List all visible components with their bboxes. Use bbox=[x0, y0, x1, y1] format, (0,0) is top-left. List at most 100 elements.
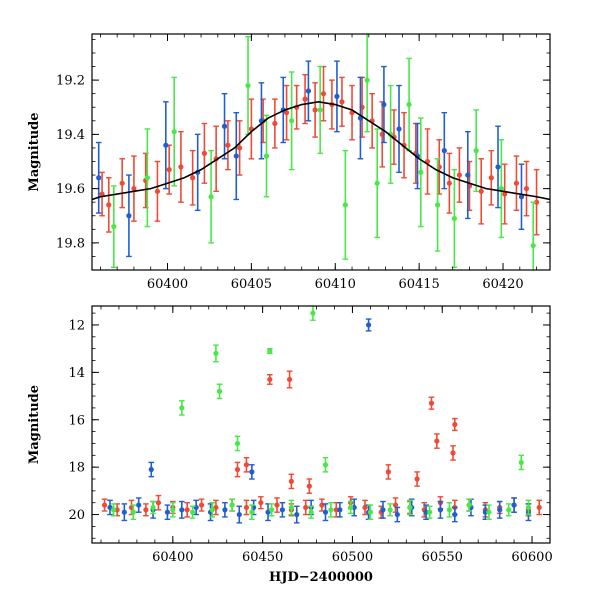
data-point-blue bbox=[423, 504, 429, 520]
data-point-green bbox=[505, 503, 512, 517]
data-point-blue bbox=[126, 174, 132, 258]
data-point-red bbox=[198, 498, 205, 512]
data-point-blue bbox=[452, 506, 458, 523]
data-point-green bbox=[473, 109, 479, 193]
data-point-green bbox=[347, 500, 354, 515]
data-point-green bbox=[530, 201, 537, 270]
data-point-green bbox=[434, 158, 441, 252]
data-point-red bbox=[302, 73, 308, 125]
data-point-green bbox=[110, 503, 117, 517]
data-point-blue bbox=[357, 76, 364, 160]
data-point-red bbox=[339, 76, 345, 127]
data-point-green bbox=[446, 502, 453, 518]
data-point-red bbox=[243, 456, 250, 473]
data-point-green bbox=[213, 344, 219, 363]
data-point-red bbox=[320, 65, 327, 122]
y-tick-label: 12 bbox=[68, 318, 85, 333]
data-point-green bbox=[342, 149, 349, 260]
data-point-blue bbox=[221, 92, 228, 160]
data-point-green bbox=[234, 435, 241, 452]
data-point-red bbox=[154, 160, 161, 222]
bottom-axis-ticks: 60400 60450 60500 60550 60600 12 14 16 18 20 bbox=[68, 306, 553, 565]
x-tick-label: 60450 bbox=[242, 550, 283, 565]
data-point-red bbox=[414, 471, 420, 487]
data-point-blue bbox=[351, 498, 358, 517]
y-tick-label: 18 bbox=[68, 461, 85, 476]
data-point-red bbox=[131, 155, 137, 222]
data-point-green bbox=[407, 499, 413, 516]
data-point-blue bbox=[322, 503, 329, 522]
data-point-red bbox=[536, 499, 543, 516]
data-point-green bbox=[328, 502, 334, 518]
data-point-green bbox=[171, 76, 178, 187]
top-data-points bbox=[95, 34, 540, 270]
data-point-green bbox=[111, 185, 117, 268]
data-point-green bbox=[374, 128, 381, 239]
data-point-blue bbox=[265, 503, 271, 522]
data-point-red bbox=[302, 499, 309, 516]
data-point-red bbox=[424, 128, 431, 195]
data-point-blue bbox=[233, 111, 240, 201]
data-point-blue bbox=[148, 461, 155, 478]
data-point-green bbox=[486, 504, 492, 520]
data-point-blue bbox=[164, 504, 171, 520]
x-tick-label: 60400 bbox=[147, 277, 188, 292]
data-point-green bbox=[317, 65, 323, 155]
data-point-blue bbox=[396, 84, 402, 174]
data-point-green bbox=[310, 306, 316, 321]
data-point-blue bbox=[337, 502, 343, 518]
data-point-green bbox=[525, 499, 532, 516]
x-tick-label: 60550 bbox=[422, 550, 463, 565]
data-point-red bbox=[286, 370, 293, 389]
data-point-blue bbox=[380, 500, 386, 519]
y-tick-label: 19.8 bbox=[56, 236, 85, 251]
x-tick-label: 60410 bbox=[315, 277, 356, 292]
bottom-data-points bbox=[101, 306, 543, 524]
x-tick-label: 60400 bbox=[152, 550, 193, 565]
data-point-red bbox=[392, 497, 399, 513]
data-point-blue bbox=[258, 82, 265, 160]
data-point-red bbox=[272, 98, 278, 149]
data-point-green bbox=[406, 57, 412, 152]
data-point-blue bbox=[163, 101, 169, 190]
data-point-red bbox=[248, 98, 255, 160]
data-point-red bbox=[243, 499, 250, 516]
top-y-axis-label: Magnitude bbox=[27, 112, 42, 191]
data-point-red bbox=[119, 158, 125, 209]
data-point-red bbox=[274, 497, 280, 513]
data-point-green bbox=[249, 504, 255, 520]
data-point-blue bbox=[236, 505, 243, 524]
data-point-red bbox=[513, 155, 520, 212]
data-point-red bbox=[456, 147, 463, 203]
data-point-blue bbox=[365, 318, 372, 332]
data-point-red bbox=[201, 122, 208, 184]
bottom-x-axis-label: HJD−2400000 bbox=[269, 570, 373, 585]
data-point-red bbox=[362, 499, 368, 516]
top-axis-ticks: 60400 60405 60410 60415 60420 19.2 19.4 19.6 19.… bbox=[56, 34, 550, 292]
data-point-red bbox=[478, 158, 485, 225]
y-tick-label: 14 bbox=[68, 366, 85, 381]
data-point-red bbox=[401, 111, 407, 179]
data-point-blue bbox=[511, 497, 517, 513]
top-panel: 60400 60405 60410 60415 60420 19.2 19.4 19.6 19.… bbox=[27, 33, 551, 292]
data-point-green bbox=[216, 383, 223, 400]
data-point-red bbox=[434, 433, 440, 449]
data-point-green bbox=[387, 503, 393, 517]
data-point-red bbox=[184, 502, 190, 518]
data-point-red bbox=[267, 374, 273, 385]
data-point-green bbox=[150, 500, 156, 515]
data-point-green bbox=[268, 503, 275, 517]
data-point-green bbox=[418, 117, 424, 228]
data-point-blue bbox=[495, 125, 501, 209]
data-point-green bbox=[263, 114, 270, 198]
data-point-blue bbox=[121, 503, 128, 522]
data-point-red bbox=[189, 149, 196, 206]
bottom-panel: 60400 60450 60500 60550 60600 12 14 16 18 20 Magn… bbox=[27, 305, 553, 585]
data-point-red bbox=[283, 84, 290, 141]
data-point-blue bbox=[441, 111, 448, 190]
data-point-blue bbox=[179, 500, 185, 519]
data-point-red bbox=[385, 464, 392, 480]
data-point-red bbox=[166, 144, 172, 195]
